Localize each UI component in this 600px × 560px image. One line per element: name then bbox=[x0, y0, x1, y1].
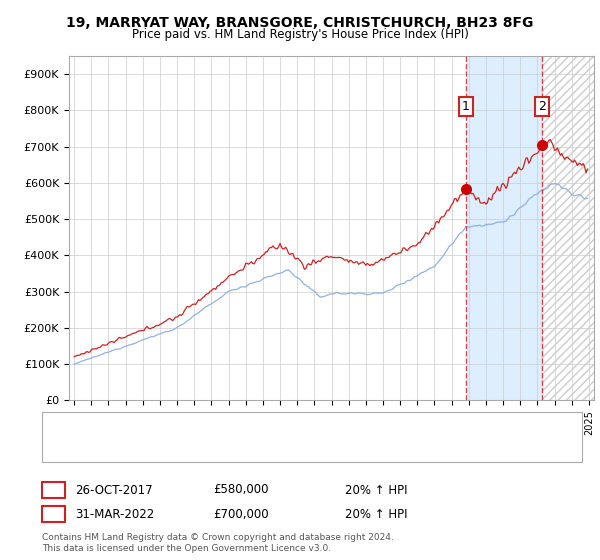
Text: 19, MARRYAT WAY, BRANSGORE, CHRISTCHURCH, BH23 8FG (detached house): 19, MARRYAT WAY, BRANSGORE, CHRISTCHURCH… bbox=[93, 421, 500, 431]
Text: 1: 1 bbox=[49, 483, 58, 497]
Text: 19, MARRYAT WAY, BRANSGORE, CHRISTCHURCH, BH23 8FG: 19, MARRYAT WAY, BRANSGORE, CHRISTCHURCH… bbox=[67, 16, 533, 30]
Text: 26-OCT-2017: 26-OCT-2017 bbox=[75, 483, 152, 497]
Text: Contains HM Land Registry data © Crown copyright and database right 2024.
This d: Contains HM Land Registry data © Crown c… bbox=[42, 533, 394, 553]
Text: £700,000: £700,000 bbox=[213, 507, 269, 521]
Text: 20% ↑ HPI: 20% ↑ HPI bbox=[345, 507, 407, 521]
Text: 20% ↑ HPI: 20% ↑ HPI bbox=[345, 483, 407, 497]
Text: £580,000: £580,000 bbox=[213, 483, 269, 497]
Text: Price paid vs. HM Land Registry's House Price Index (HPI): Price paid vs. HM Land Registry's House … bbox=[131, 28, 469, 41]
Text: HPI: Average price, detached house, New Forest: HPI: Average price, detached house, New … bbox=[93, 443, 344, 453]
Bar bbox=[542, 56, 594, 400]
Text: 31-MAR-2022: 31-MAR-2022 bbox=[75, 507, 154, 521]
Bar bbox=[466, 56, 542, 400]
Text: 2: 2 bbox=[49, 507, 58, 521]
Text: 2: 2 bbox=[538, 100, 545, 113]
Text: 1: 1 bbox=[462, 100, 470, 113]
